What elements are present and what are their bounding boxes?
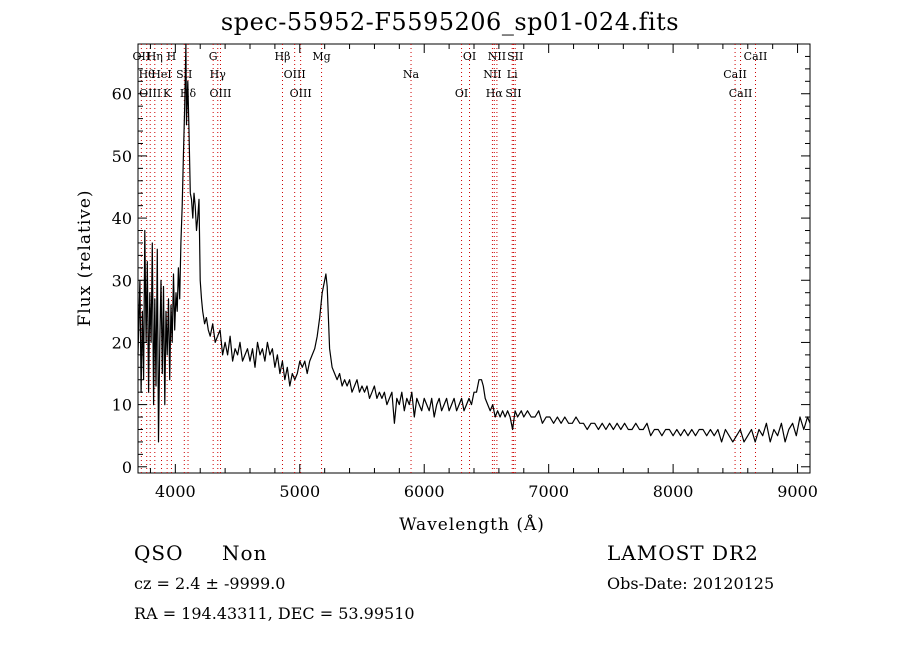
line-marker-label: G <box>209 50 218 63</box>
line-marker-label: Hη <box>147 50 163 63</box>
line-marker-label: Hα <box>486 87 504 100</box>
line-marker-label: OI <box>455 87 468 100</box>
y-tick-label: 20 <box>112 333 132 352</box>
line-marker-label: Hβ <box>275 50 291 63</box>
line-marker-label: CaII <box>723 68 747 81</box>
line-marker-label: CaII <box>729 87 753 100</box>
object-subclass: Non <box>222 541 268 565</box>
line-marker-label: Na <box>403 68 420 81</box>
line-marker-label: NII <box>483 68 501 81</box>
plot-frame <box>137 43 811 474</box>
y-axis-label: Flux (relative) <box>75 189 95 326</box>
line-marker-label: OI <box>463 50 476 63</box>
survey-name: LAMOST DR2 <box>607 541 759 565</box>
x-tick-label: 4000 <box>155 482 196 501</box>
line-marker-labels: OIIHθOIIIHηHeIKHSIIHδGHγOIIIHβOIIIOIIIMg… <box>133 50 768 100</box>
line-marker-label: OIII <box>139 87 161 100</box>
x-tick-label: 5000 <box>279 482 320 501</box>
line-marker-label: HeI <box>151 68 171 81</box>
line-marker-label: SII <box>176 68 192 81</box>
x-axis-label: Wavelength (Å) <box>399 514 545 535</box>
y-tick-label: 10 <box>112 396 132 415</box>
line-marker-label: OIII <box>290 87 312 100</box>
coordinates: RA = 194.43311, DEC = 53.99510 <box>134 604 415 623</box>
line-marker-label: Mg <box>312 50 330 63</box>
spectrum-series-line <box>137 43 811 443</box>
line-marker-label: Hγ <box>210 68 227 81</box>
axis-tick-labels: 4000 5000 6000 7000 8000 9000 0 10 20 30 40 50 60 <box>112 85 818 501</box>
y-tick-label: 30 <box>112 271 132 290</box>
x-tick-label: 8000 <box>653 482 694 501</box>
line-marker-label: OIII <box>209 87 231 100</box>
x-tick-label: 6000 <box>404 482 445 501</box>
x-tick-label: 7000 <box>528 482 569 501</box>
x-tick-label: 9000 <box>777 482 818 501</box>
line-marker-label: K <box>163 87 172 100</box>
line-marker-label: OIII <box>284 68 306 81</box>
y-tick-label: 40 <box>112 209 132 228</box>
line-marker-label: NII <box>488 50 506 63</box>
line-marker-label: SII <box>505 87 521 100</box>
object-class: QSO <box>134 541 184 565</box>
y-tick-label: 0 <box>122 458 132 477</box>
line-marker-label: Hθ <box>139 68 156 81</box>
chart-title: spec-55952-F5595206_sp01-024.fits <box>220 8 680 36</box>
line-marker-label: H <box>167 50 177 63</box>
axis-ticks <box>138 44 810 473</box>
redshift-cz: cz = 2.4 ± -9999.0 <box>134 574 286 593</box>
y-tick-label: 50 <box>112 147 132 166</box>
line-marker-label: SII <box>507 50 523 63</box>
line-marker-label: CaII <box>744 50 768 63</box>
line-marker-label: Li <box>507 68 518 81</box>
y-tick-label: 60 <box>112 85 132 104</box>
observation-date: Obs-Date: 20120125 <box>607 574 775 593</box>
